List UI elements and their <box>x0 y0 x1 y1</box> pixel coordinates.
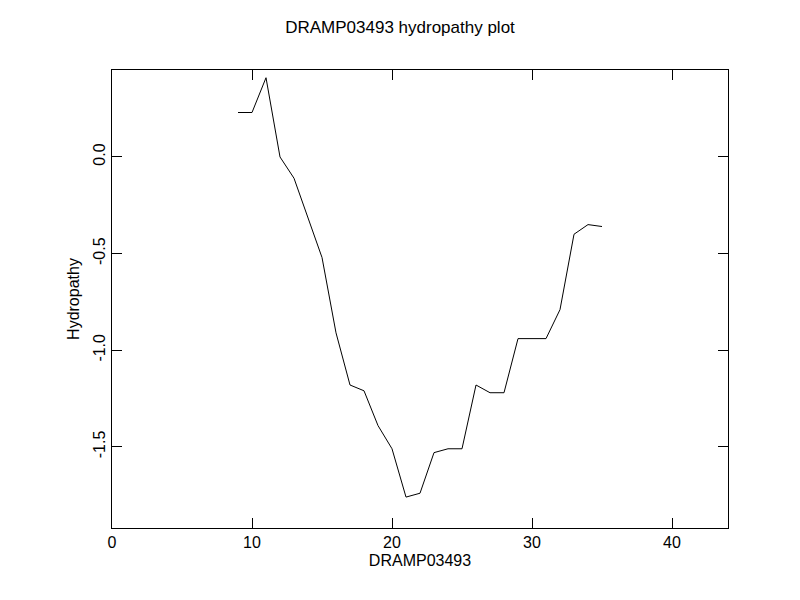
svg-text:-1.0: -1.0 <box>91 334 108 362</box>
svg-text:30: 30 <box>523 534 541 551</box>
svg-text:DRAMP03493 hydropathy plot: DRAMP03493 hydropathy plot <box>285 18 515 37</box>
svg-text:40: 40 <box>663 534 681 551</box>
svg-text:20: 20 <box>383 534 401 551</box>
svg-text:10: 10 <box>243 534 261 551</box>
svg-text:-1.5: -1.5 <box>91 431 108 459</box>
svg-text:0: 0 <box>108 534 117 551</box>
svg-text:0.0: 0.0 <box>91 143 108 165</box>
svg-text:Hydropathy: Hydropathy <box>65 258 82 340</box>
svg-text:-0.5: -0.5 <box>91 237 108 265</box>
svg-text:DRAMP03493: DRAMP03493 <box>369 552 471 569</box>
